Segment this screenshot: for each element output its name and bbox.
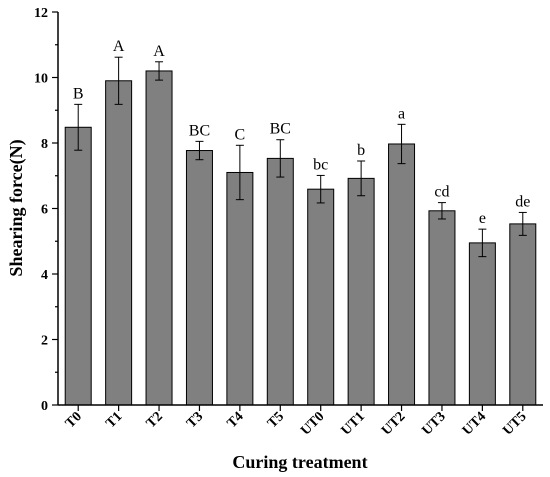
- x-tick-label: UT3: [419, 409, 448, 438]
- significance-label: a: [398, 105, 405, 122]
- y-tick-label: 6: [41, 203, 48, 218]
- bar-t3: [185, 150, 213, 406]
- x-tick-label: UT1: [339, 409, 368, 438]
- x-tick-label: T1: [103, 409, 125, 431]
- x-tick-label: T0: [63, 409, 85, 431]
- bar-t4: [226, 171, 254, 406]
- significance-label: de: [515, 193, 530, 210]
- significance-labels-layer: B A A BC C BC bc b a cd e de: [73, 38, 530, 227]
- significance-label: C: [235, 126, 246, 143]
- bar-ut2: [388, 143, 416, 406]
- x-axis-title: Curing treatment: [232, 452, 367, 472]
- x-tick-label: UT5: [500, 409, 529, 438]
- y-tick-label: 2: [41, 334, 48, 349]
- significance-label: cd: [434, 184, 449, 201]
- error-bar-ut0: [316, 174, 325, 204]
- bar-ut5: [509, 223, 537, 406]
- error-bar-t4: [235, 144, 244, 201]
- x-tick-label: UT4: [460, 409, 489, 438]
- y-tick-label: 4: [41, 268, 48, 283]
- significance-label: BC: [189, 122, 210, 139]
- x-tick-label: T5: [265, 409, 287, 431]
- error-bar-t1: [114, 56, 123, 105]
- error-bar-ut5: [518, 211, 527, 236]
- bar-ut3: [428, 210, 456, 406]
- significance-label: BC: [270, 121, 291, 138]
- bar-t2: [145, 70, 173, 406]
- y-tick-label: 10: [34, 72, 48, 87]
- y-tick-label: 12: [34, 6, 48, 21]
- bar-ut1: [347, 177, 375, 406]
- bar-t5: [266, 157, 294, 406]
- error-bar-t5: [276, 139, 285, 178]
- x-tick-label: T2: [144, 409, 166, 431]
- significance-label: e: [479, 210, 486, 227]
- x-tick-label: T3: [184, 409, 206, 431]
- y-axis-title: Shearing force(N): [6, 139, 27, 276]
- significance-label: bc: [313, 156, 328, 173]
- significance-label: A: [113, 38, 125, 55]
- error-bars-layer: [74, 56, 527, 258]
- error-bar-ut3: [437, 202, 446, 220]
- error-bar-ut4: [478, 228, 487, 258]
- error-bar-t2: [155, 61, 164, 81]
- bar-ut4: [468, 242, 496, 406]
- bars-layer: [64, 70, 537, 406]
- x-ticks-layer: T0 T1 T2 T3 T4 T5 UT0 UT1 UT2 UT3 UT4 UT5: [63, 405, 530, 439]
- significance-label: A: [153, 43, 165, 60]
- bar-ut0: [307, 188, 335, 406]
- error-bar-ut2: [397, 123, 406, 165]
- y-tick-label: 0: [41, 399, 48, 414]
- x-tick-label: UT2: [379, 409, 408, 438]
- significance-label: b: [357, 142, 365, 159]
- y-tick-label: 8: [41, 137, 48, 152]
- error-bar-t0: [74, 103, 83, 151]
- x-tick-label: UT0: [298, 409, 327, 438]
- bar-t0: [64, 126, 92, 406]
- error-bar-ut1: [357, 160, 366, 197]
- y-ticks-layer: 0 2 4 6 8 10 12: [34, 6, 58, 414]
- bar-t1: [105, 80, 133, 406]
- x-tick-label: T4: [225, 409, 247, 431]
- error-bar-t3: [195, 140, 204, 161]
- significance-label: B: [73, 85, 84, 102]
